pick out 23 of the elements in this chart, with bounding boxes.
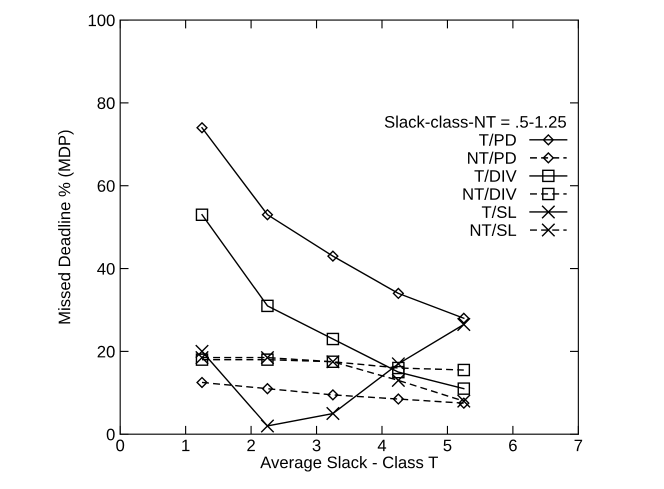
x-tick-label: 3 (312, 440, 320, 452)
y-tick-label: 20 (98, 346, 115, 358)
legend-label: NT/SL (470, 224, 516, 236)
y-tick-label: 0 (106, 428, 115, 440)
y-tick-label: 60 (98, 180, 115, 192)
y-tick-label: 40 (97, 262, 115, 275)
x-tick-label: 0 (116, 440, 124, 452)
legend-label: NT/PD (468, 152, 516, 164)
y-tick-label: 80 (98, 97, 115, 110)
legend-title: Slack-class-NT = .5-1.25 (384, 116, 566, 128)
y-axis-title: Missed Deadline % (MDP) (58, 130, 74, 324)
x-tick-label: 6 (509, 440, 517, 452)
x-tick-label: 1 (182, 440, 190, 452)
x-tick-label: 5 (443, 440, 452, 452)
x-tick-label: 2 (247, 440, 255, 452)
legend-label: T/DIV (474, 170, 517, 182)
legend-label: T/SL (482, 206, 516, 218)
x-axis-title: Average Slack - Class T (260, 456, 438, 472)
legend-label: T/PD (479, 134, 516, 146)
y-tick-label: 100 (88, 14, 115, 26)
legend-label: NT/DIV (463, 188, 517, 200)
x-tick-label: 4 (378, 440, 386, 452)
x-tick-label: 7 (574, 440, 582, 452)
